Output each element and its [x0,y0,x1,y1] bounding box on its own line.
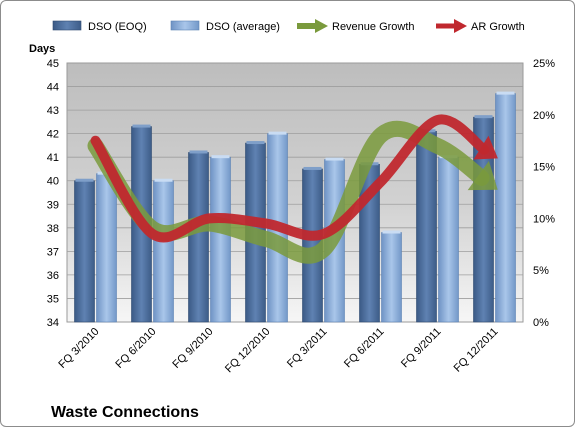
y-axis-ticks: 34 35 36 37 38 39 40 41 42 43 44 45 [47,58,59,329]
bar-top [75,178,94,182]
dso-eoq-legend-swatch [52,20,82,31]
bar-dso-average [210,156,231,323]
bar-top [496,91,515,95]
x-tick-label: FQ 9/2010 [170,326,215,371]
ar-growth-legend-label: AR Growth [471,21,525,33]
y-tick-label: 43 [47,105,59,117]
bar-dso-average [381,232,402,323]
x-tick-label: FQ 3/2011 [285,326,330,371]
bar-dso-eoq [416,130,437,323]
bar-dso-average [96,173,117,323]
y-tick-label: 37 [47,246,59,258]
ar-growth-line [90,114,490,243]
revenue-growth-arrowhead [467,161,498,191]
chart-title: Waste Connections [51,404,199,421]
y-axis-label: Days [29,43,55,55]
y2-tick-label: 25% [533,58,555,70]
growth-lines [87,114,498,264]
revenue-growth-legend-arrow [315,19,328,33]
bar-top [474,115,493,119]
y-tick-label: 35 [47,293,59,305]
y-tick-label: 44 [47,82,59,94]
x-tick-label: FQ 6/2011 [342,326,387,371]
y-tick-label: 36 [47,270,59,282]
dso-average-legend-label: DSO (average) [206,21,280,33]
bar-top [154,178,173,182]
bar-dso-eoq [74,180,95,323]
revenue-growth-legend-label: Revenue Growth [332,21,415,33]
x-tick-label: FQ 9/2011 [399,326,444,371]
x-tick-label: FQ 3/2010 [56,326,101,371]
y2-tick-label: 0% [533,317,549,329]
legend: DSO (EOQ) DSO (average) Revenue Growth AR G… [52,19,525,33]
bar-top [325,157,344,161]
bar-top [246,141,265,145]
bar-dso-eoq [188,152,209,323]
x-axis-ticks: FQ 3/2010 FQ 6/2010 FQ 9/2010 FQ 12/2010 FQ … [56,326,500,376]
y2-tick-label: 20% [533,110,555,122]
bar-dso-average [438,156,459,323]
y-tick-label: 42 [47,129,59,141]
y-tick-label: 39 [47,199,59,211]
y-tick-label: 38 [47,223,59,235]
y2-axis-ticks: 0% 5% 10% 15% 20% 25% [533,58,555,329]
bar-top [132,124,151,128]
bar-dso-average [153,180,174,323]
y-tick-label: 34 [47,317,59,329]
y-tick-label: 40 [47,176,59,188]
x-tick-label: FQ 12/2011 [452,326,501,375]
bar-top [303,166,322,170]
bar-top [382,230,401,234]
bar-top [211,155,230,159]
x-tick-label: FQ 12/2010 [223,326,273,376]
y-tick-label: 41 [47,152,59,164]
bar-dso-average [495,93,516,323]
dso-eoq-legend-label: DSO (EOQ) [88,21,147,33]
ar-growth-arrowhead [473,135,498,160]
y-tick-label: 45 [47,58,59,70]
y2-tick-label: 5% [533,265,549,277]
bar-top [268,131,287,135]
bar-top [189,150,208,154]
x-tick-label: FQ 6/2010 [113,326,158,371]
ar-growth-legend-arrow [454,19,467,33]
y2-tick-label: 10% [533,213,555,225]
y2-tick-label: 15% [533,162,555,174]
dso-average-legend-swatch [170,20,200,31]
